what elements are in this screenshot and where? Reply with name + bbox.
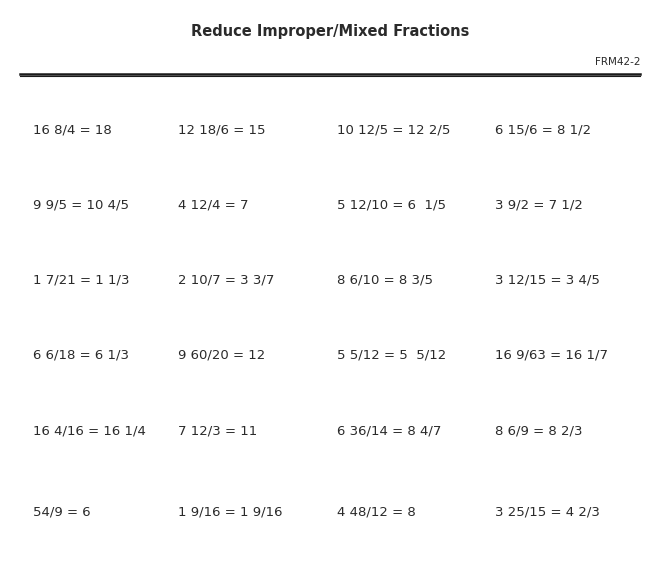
Text: 6 36/14 = 8 4/7: 6 36/14 = 8 4/7 (337, 424, 441, 437)
Text: Reduce Improper/Mixed Fractions: Reduce Improper/Mixed Fractions (191, 24, 469, 39)
Text: 10 12/5 = 12 2/5: 10 12/5 = 12 2/5 (337, 124, 450, 136)
Text: 9 60/20 = 12: 9 60/20 = 12 (178, 349, 265, 362)
Text: 1 9/16 = 1 9/16: 1 9/16 = 1 9/16 (178, 505, 282, 518)
Text: 8 6/10 = 8 3/5: 8 6/10 = 8 3/5 (337, 274, 432, 287)
Text: 1 7/21 = 1 1/3: 1 7/21 = 1 1/3 (33, 274, 129, 287)
Text: 3 25/15 = 4 2/3: 3 25/15 = 4 2/3 (495, 505, 600, 518)
Text: 5 5/12 = 5  5/12: 5 5/12 = 5 5/12 (337, 349, 446, 362)
Text: 16 4/16 = 16 1/4: 16 4/16 = 16 1/4 (33, 424, 146, 437)
Text: 4 12/4 = 7: 4 12/4 = 7 (178, 199, 249, 212)
Text: FRM42-2: FRM42-2 (595, 57, 640, 67)
Text: 6 15/6 = 8 1/2: 6 15/6 = 8 1/2 (495, 124, 591, 136)
Text: 8 6/9 = 8 2/3: 8 6/9 = 8 2/3 (495, 424, 583, 437)
Text: 2 10/7 = 3 3/7: 2 10/7 = 3 3/7 (178, 274, 275, 287)
Text: 6 6/18 = 6 1/3: 6 6/18 = 6 1/3 (33, 349, 129, 362)
Text: 3 12/15 = 3 4/5: 3 12/15 = 3 4/5 (495, 274, 600, 287)
Text: 4 48/12 = 8: 4 48/12 = 8 (337, 505, 415, 518)
Text: 9 9/5 = 10 4/5: 9 9/5 = 10 4/5 (33, 199, 129, 212)
Text: 16 8/4 = 18: 16 8/4 = 18 (33, 124, 112, 136)
Text: 16 9/63 = 16 1/7: 16 9/63 = 16 1/7 (495, 349, 608, 362)
Text: 12 18/6 = 15: 12 18/6 = 15 (178, 124, 266, 136)
Text: 3 9/2 = 7 1/2: 3 9/2 = 7 1/2 (495, 199, 583, 212)
Text: 5 12/10 = 6  1/5: 5 12/10 = 6 1/5 (337, 199, 446, 212)
Text: 7 12/3 = 11: 7 12/3 = 11 (178, 424, 257, 437)
Text: 54/9 = 6: 54/9 = 6 (33, 505, 90, 518)
